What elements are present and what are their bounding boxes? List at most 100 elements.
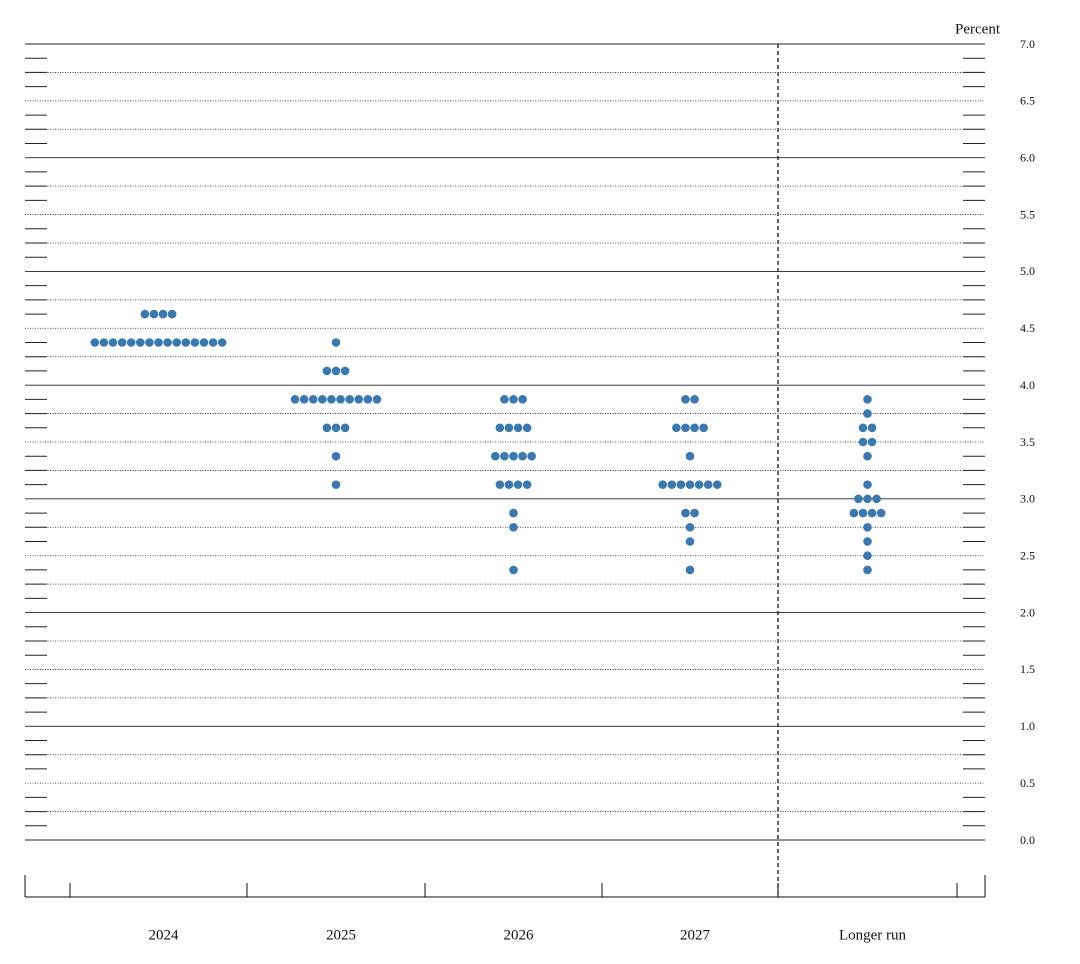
dot (863, 537, 872, 546)
dot (694, 480, 704, 489)
dot (509, 565, 518, 575)
dot (158, 309, 168, 319)
dot (681, 423, 690, 433)
dot (863, 551, 872, 561)
dot (108, 338, 118, 347)
dot (685, 480, 695, 489)
dot (849, 508, 859, 518)
dot (149, 309, 159, 319)
dot (181, 338, 191, 347)
y-tick-label: 3.0 (1020, 492, 1035, 506)
dot (685, 522, 695, 532)
dot (163, 338, 172, 347)
dot (140, 309, 150, 319)
dot (690, 508, 699, 518)
dot (327, 395, 336, 404)
y-tick-label: 4.5 (1020, 321, 1035, 335)
y-tick-label: 4.0 (1020, 378, 1035, 392)
dot (308, 395, 318, 404)
dot (190, 338, 200, 347)
y-tick-label: 2.0 (1020, 605, 1035, 619)
dot (685, 537, 695, 546)
dot (217, 338, 227, 347)
dot (509, 451, 518, 461)
dot (863, 480, 872, 489)
dot (136, 338, 145, 347)
y-tick-label: 7.0 (1020, 37, 1035, 51)
dot (90, 338, 100, 347)
dot (672, 423, 681, 433)
dot (495, 423, 505, 433)
y-tick-label: 5.5 (1020, 207, 1035, 221)
dot (372, 395, 382, 404)
y-tick-label: 2.5 (1020, 548, 1035, 562)
dot (340, 423, 350, 433)
dot (867, 423, 877, 433)
x-tick-label: Longer run (839, 927, 907, 943)
dot (117, 338, 127, 347)
dot (522, 423, 532, 433)
dot (513, 423, 523, 433)
dot (863, 565, 872, 575)
dot (667, 480, 677, 489)
dot (331, 480, 341, 489)
dot (500, 451, 509, 461)
dot (513, 480, 523, 489)
dot (509, 395, 518, 404)
dot (504, 423, 514, 433)
y-tick-label: 3.5 (1020, 435, 1035, 449)
y-axis-label: Percent (955, 21, 1001, 37)
dot (208, 338, 218, 347)
dot (863, 494, 872, 504)
dot (518, 395, 527, 404)
x-tick-label: 2027 (680, 927, 711, 943)
dot (345, 395, 354, 404)
dot (167, 309, 177, 319)
y-tick-label: 6.0 (1020, 150, 1035, 164)
dot (363, 395, 373, 404)
dot (854, 494, 863, 504)
dot (703, 480, 713, 489)
y-tick-label: 6.5 (1020, 94, 1035, 108)
dot (690, 395, 699, 404)
dot (495, 480, 505, 489)
dot (331, 423, 341, 433)
dot (690, 423, 699, 433)
dot (199, 338, 209, 347)
dot (863, 522, 872, 532)
dot (331, 366, 341, 376)
dot (518, 451, 527, 461)
x-tick-label: 2024 (149, 927, 180, 943)
dot (872, 494, 881, 504)
dot (509, 522, 518, 532)
y-tick-label: 5.0 (1020, 264, 1035, 278)
dot (699, 423, 708, 433)
dot (681, 395, 690, 404)
y-tick-label: 1.5 (1020, 662, 1035, 676)
y-tick-label: 0.0 (1020, 833, 1035, 847)
dot (858, 437, 868, 447)
dot (863, 409, 872, 418)
dot (491, 451, 500, 461)
dot (318, 395, 327, 404)
dot (504, 480, 514, 489)
dot (331, 338, 341, 347)
dot (858, 423, 868, 433)
dot (509, 508, 518, 518)
y-tick-label: 1.0 (1020, 719, 1035, 733)
dot (500, 395, 509, 404)
x-tick-label: 2026 (504, 927, 535, 943)
dot (99, 338, 109, 347)
dot (676, 480, 686, 489)
dot (522, 480, 532, 489)
dot (863, 395, 872, 404)
dot (713, 480, 722, 489)
x-tick-label: 2025 (326, 927, 356, 943)
dot (172, 338, 181, 347)
dot (681, 508, 690, 518)
dot (527, 451, 536, 461)
dot (354, 395, 364, 404)
dot (322, 423, 332, 433)
dot (685, 565, 695, 575)
